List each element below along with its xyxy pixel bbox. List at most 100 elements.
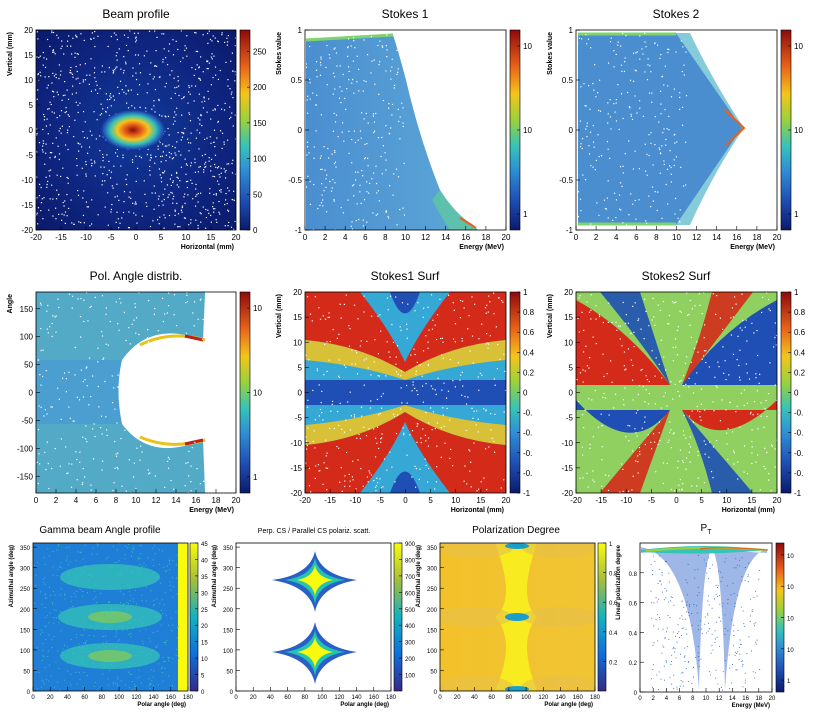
- noise-dot: [134, 37, 137, 39]
- noise-dot: [132, 365, 134, 367]
- noise-dot: [184, 485, 186, 487]
- noise-dot: [596, 202, 598, 204]
- noise-dot: [589, 131, 592, 133]
- noise-dot: [324, 169, 326, 171]
- noise-dot: [588, 145, 590, 147]
- noise-dot: [730, 334, 733, 336]
- noise-dot: [223, 109, 226, 111]
- noise-dot: [49, 124, 51, 126]
- x-tick-label: 6: [678, 696, 682, 702]
- noise-dot: [71, 73, 74, 75]
- noise-dot: [227, 35, 229, 37]
- x-axis-label: Polar angle (deg): [137, 702, 186, 708]
- noise-dot: [672, 346, 674, 349]
- noise-dot: [102, 673, 104, 675]
- noise-dot: [487, 347, 489, 349]
- noise-dot: [111, 608, 113, 610]
- chart-title: Stokes 2: [653, 7, 700, 21]
- noise-dot: [668, 572, 670, 574]
- noise-dot: [58, 64, 60, 66]
- chart-title: Polarization Degree: [472, 525, 560, 536]
- y-axis-label: Vertical (mm): [276, 294, 283, 338]
- noise-dot: [182, 57, 184, 59]
- noise-dot: [106, 429, 108, 431]
- noise-dot: [145, 663, 147, 665]
- noise-dot: [359, 191, 361, 193]
- noise-dot: [198, 148, 200, 150]
- noise-dot: [66, 558, 68, 560]
- noise-dot: [311, 34, 313, 37]
- x-tick-label: 5: [159, 233, 164, 242]
- noise-dot: [116, 38, 119, 41]
- noise-dot: [119, 602, 121, 604]
- noise-dot: [168, 144, 170, 146]
- noise-dot: [68, 293, 71, 295]
- noise-dot: [172, 586, 174, 588]
- noise-dot: [395, 168, 398, 170]
- noise-dot: [375, 165, 377, 167]
- noise-dot: [112, 681, 114, 683]
- noise-dot: [306, 448, 308, 450]
- noise-dot: [198, 66, 200, 68]
- noise-dot: [83, 629, 85, 631]
- noise-dot: [161, 33, 163, 35]
- noise-dot: [175, 437, 178, 439]
- noise-dot: [49, 157, 51, 159]
- noise-dot: [697, 568, 699, 570]
- noise-dot: [402, 122, 404, 124]
- noise-dot: [738, 659, 740, 661]
- noise-dot: [361, 415, 363, 417]
- noise-dot: [343, 431, 346, 433]
- noise-dot: [180, 166, 183, 168]
- noise-dot: [621, 228, 624, 230]
- noise-dot: [59, 74, 62, 76]
- noise-dot: [168, 657, 170, 659]
- noise-dot: [313, 183, 315, 186]
- noise-dot: [624, 57, 626, 59]
- noise-dot: [52, 590, 54, 592]
- noise-dot: [417, 423, 419, 425]
- colorbar-tick-label: 10: [523, 42, 532, 51]
- colorbar-frame: [509, 291, 521, 494]
- noise-dot: [704, 453, 706, 455]
- noise-dot: [334, 150, 336, 152]
- noise-dot: [641, 427, 643, 429]
- y-tick-label: 10: [293, 338, 302, 347]
- noise-dot: [93, 37, 95, 39]
- noise-dot: [380, 155, 382, 158]
- noise-dot: [377, 353, 380, 355]
- noise-dot: [698, 629, 699, 631]
- noise-dot: [89, 225, 91, 227]
- colorbar-tick-label: -0.: [523, 409, 532, 418]
- noise-dot: [586, 301, 588, 303]
- noise-dot: [393, 173, 395, 175]
- noise-dot: [107, 192, 109, 194]
- noise-dot: [181, 211, 183, 213]
- noise-dot: [629, 425, 631, 427]
- noise-dot: [44, 76, 46, 78]
- noise-dot: [181, 205, 184, 207]
- noise-dot: [221, 132, 224, 134]
- noise-dot: [146, 377, 148, 379]
- noise-dot: [670, 166, 672, 169]
- noise-dot: [735, 558, 737, 560]
- noise-dot: [577, 216, 579, 218]
- noise-dot: [615, 98, 618, 101]
- noise-dot: [502, 301, 504, 303]
- noise-dot: [109, 95, 111, 97]
- noise-dot: [161, 200, 163, 202]
- noise-dot: [586, 122, 588, 124]
- x-axis-label: Polar angle (deg): [544, 702, 593, 708]
- noise-dot: [381, 136, 383, 139]
- noise-dot: [664, 637, 666, 639]
- noise-dot: [199, 483, 201, 485]
- noise-dot: [209, 136, 211, 138]
- noise-dot: [42, 51, 44, 54]
- noise-dot: [334, 161, 337, 163]
- noise-dot: [401, 102, 403, 104]
- noise-dot: [41, 603, 43, 605]
- colorbar-tick-label: 0.2: [794, 368, 806, 377]
- noise-dot: [724, 561, 726, 563]
- noise-dot: [129, 30, 131, 32]
- noise-dot: [152, 429, 154, 431]
